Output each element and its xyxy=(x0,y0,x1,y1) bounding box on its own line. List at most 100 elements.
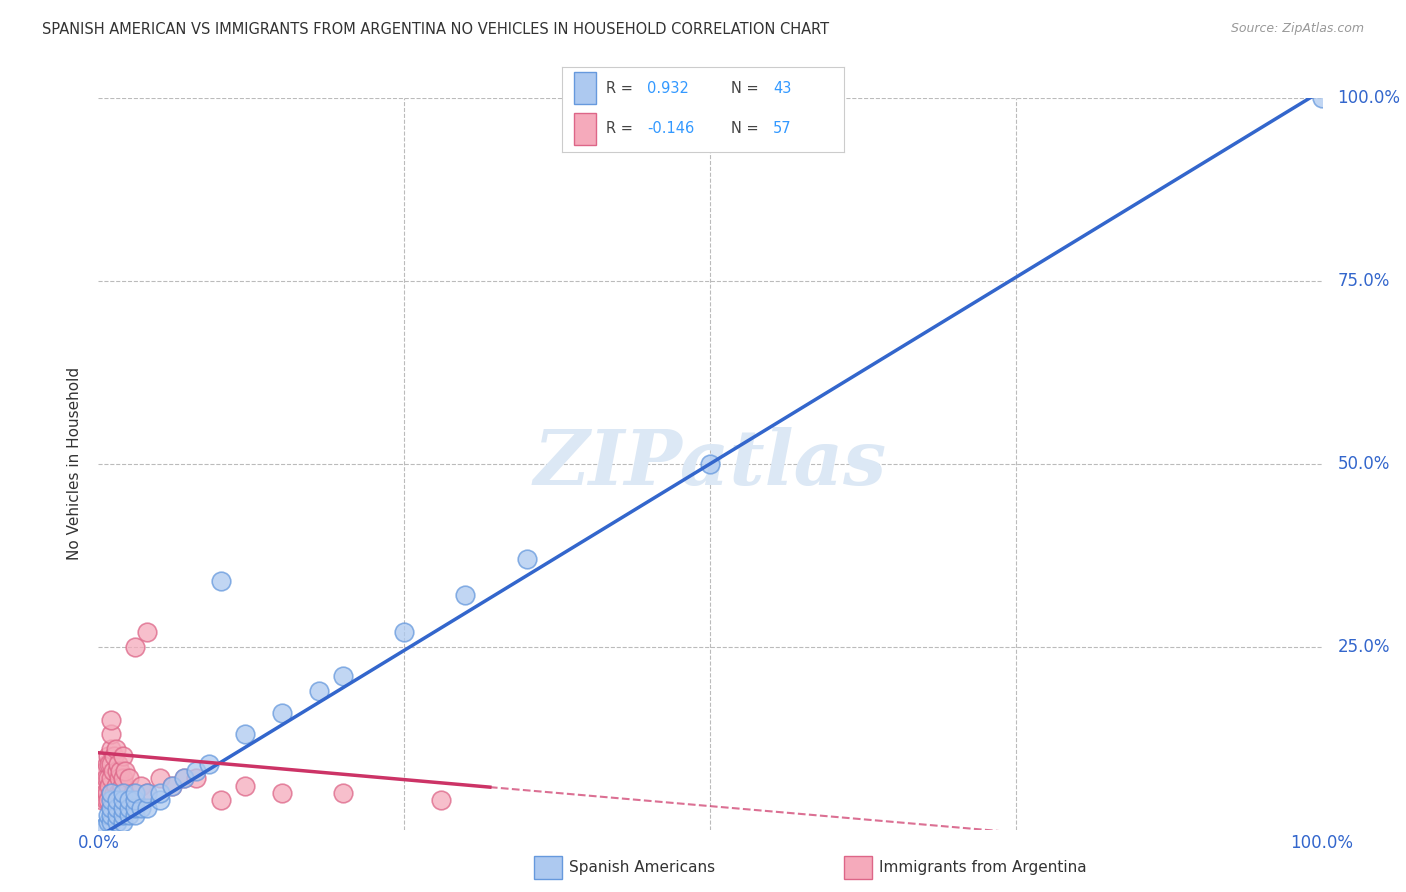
Point xyxy=(108,772,131,786)
Point xyxy=(100,756,122,771)
Point xyxy=(129,800,152,814)
Point xyxy=(107,756,129,771)
Point xyxy=(209,574,232,588)
Text: 75.0%: 75.0% xyxy=(1337,272,1391,290)
Point xyxy=(197,756,219,771)
Point xyxy=(270,786,294,800)
Point xyxy=(91,793,114,807)
Point xyxy=(173,772,195,786)
Point xyxy=(308,683,330,698)
Point xyxy=(105,764,128,778)
Point xyxy=(97,815,120,830)
Point xyxy=(233,727,256,741)
Point xyxy=(454,589,477,603)
Text: 0.932: 0.932 xyxy=(647,80,689,95)
Point xyxy=(100,713,122,727)
Point xyxy=(111,779,134,793)
Point xyxy=(100,742,122,756)
Text: -0.146: -0.146 xyxy=(647,121,695,136)
FancyBboxPatch shape xyxy=(574,72,596,104)
Point xyxy=(100,815,122,830)
Point xyxy=(105,800,128,814)
Point xyxy=(103,749,125,764)
Text: N =: N = xyxy=(731,80,763,95)
Point xyxy=(149,786,172,800)
Point xyxy=(97,793,120,807)
Point xyxy=(118,772,141,786)
FancyBboxPatch shape xyxy=(574,112,596,145)
Point xyxy=(104,779,127,793)
Point xyxy=(105,815,128,830)
Point xyxy=(101,764,124,778)
Point xyxy=(173,772,195,786)
Text: 57: 57 xyxy=(773,121,792,136)
Point xyxy=(699,457,721,471)
Point xyxy=(111,772,134,786)
Point xyxy=(160,779,183,793)
Point xyxy=(97,749,120,764)
Point xyxy=(118,808,141,822)
Point xyxy=(1310,91,1333,105)
Point xyxy=(124,800,146,814)
Point xyxy=(114,786,136,800)
Text: Source: ZipAtlas.com: Source: ZipAtlas.com xyxy=(1230,22,1364,36)
Point xyxy=(124,793,146,807)
Text: 50.0%: 50.0% xyxy=(1337,455,1391,473)
Text: 100.0%: 100.0% xyxy=(1337,89,1400,107)
Point xyxy=(118,793,141,807)
Point xyxy=(392,625,416,640)
Point xyxy=(100,808,122,822)
Point xyxy=(104,742,127,756)
Text: Spanish Americans: Spanish Americans xyxy=(569,861,716,875)
Text: 43: 43 xyxy=(773,80,792,95)
Point xyxy=(111,800,134,814)
Point xyxy=(98,756,121,771)
Point xyxy=(515,552,537,566)
Point xyxy=(105,808,128,822)
Point xyxy=(136,786,159,800)
Point xyxy=(100,793,122,807)
Point xyxy=(97,772,120,786)
Point xyxy=(160,779,183,793)
Point xyxy=(94,772,117,786)
Point xyxy=(332,786,354,800)
Text: ZIPatlas: ZIPatlas xyxy=(533,427,887,500)
Text: N =: N = xyxy=(731,121,763,136)
Point xyxy=(209,793,232,807)
Point xyxy=(136,800,159,814)
Point xyxy=(111,786,134,800)
Text: R =: R = xyxy=(606,80,637,95)
Point xyxy=(270,706,294,720)
Point xyxy=(100,772,122,786)
Y-axis label: No Vehicles in Household: No Vehicles in Household xyxy=(67,368,83,560)
Point xyxy=(430,793,453,807)
Point xyxy=(100,800,122,814)
Point xyxy=(111,749,134,764)
Text: R =: R = xyxy=(606,121,637,136)
Point xyxy=(111,815,134,830)
Point xyxy=(121,786,143,800)
Point xyxy=(186,772,208,786)
Point xyxy=(105,793,128,807)
Point xyxy=(124,808,146,822)
Point xyxy=(108,793,131,807)
Point xyxy=(100,786,122,800)
Point xyxy=(149,772,172,786)
Point xyxy=(94,793,117,807)
Point xyxy=(98,779,121,793)
Point xyxy=(100,727,122,741)
Point xyxy=(105,793,128,807)
Point xyxy=(233,779,256,793)
Text: SPANISH AMERICAN VS IMMIGRANTS FROM ARGENTINA NO VEHICLES IN HOUSEHOLD CORRELATI: SPANISH AMERICAN VS IMMIGRANTS FROM ARGE… xyxy=(42,22,830,37)
Point xyxy=(96,786,118,800)
Point xyxy=(101,793,124,807)
Point xyxy=(93,819,115,833)
Point xyxy=(136,625,159,640)
Point xyxy=(97,808,120,822)
Point xyxy=(111,793,134,807)
Point xyxy=(93,786,115,800)
Point xyxy=(96,756,118,771)
Point xyxy=(118,800,141,814)
Point xyxy=(186,764,208,778)
Point xyxy=(129,779,152,793)
